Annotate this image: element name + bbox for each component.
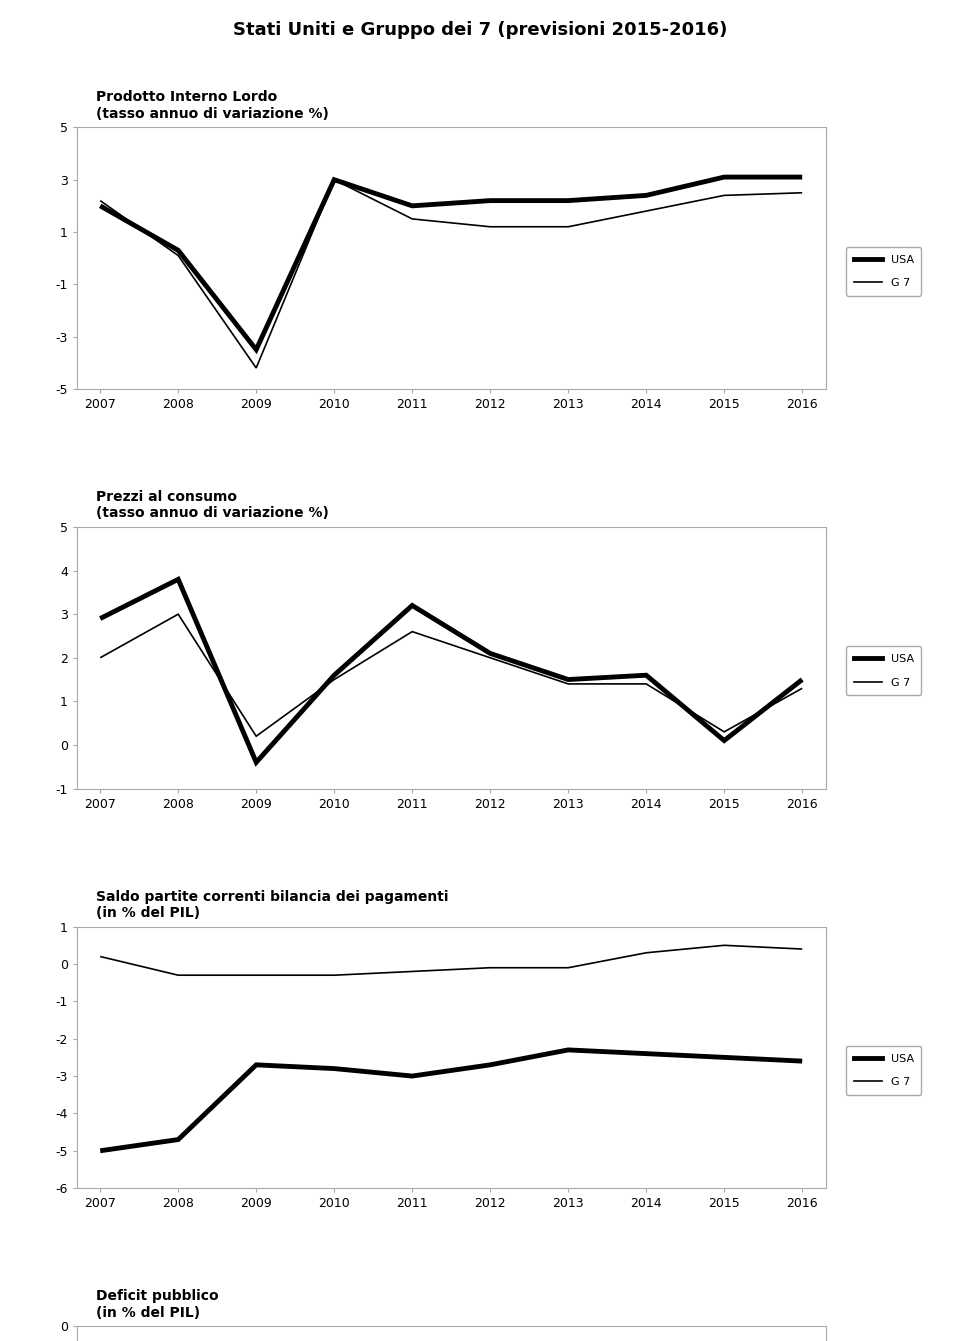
Text: Deficit pubblico
(in % del PIL): Deficit pubblico (in % del PIL) [96, 1289, 219, 1320]
Legend: USA, G 7: USA, G 7 [846, 247, 922, 295]
Text: Stati Uniti e Gruppo dei 7 (previsioni 2015-2016): Stati Uniti e Gruppo dei 7 (previsioni 2… [233, 21, 727, 39]
Legend: USA, G 7: USA, G 7 [846, 646, 922, 695]
Text: Saldo partite correnti bilancia dei pagamenti
(in % del PIL): Saldo partite correnti bilancia dei paga… [96, 889, 448, 920]
Text: Prezzi al consumo
(tasso annuo di variazione %): Prezzi al consumo (tasso annuo di variaz… [96, 489, 329, 520]
Legend: USA, G 7: USA, G 7 [846, 1046, 922, 1094]
Text: Prodotto Interno Lordo
(tasso annuo di variazione %): Prodotto Interno Lordo (tasso annuo di v… [96, 90, 329, 121]
